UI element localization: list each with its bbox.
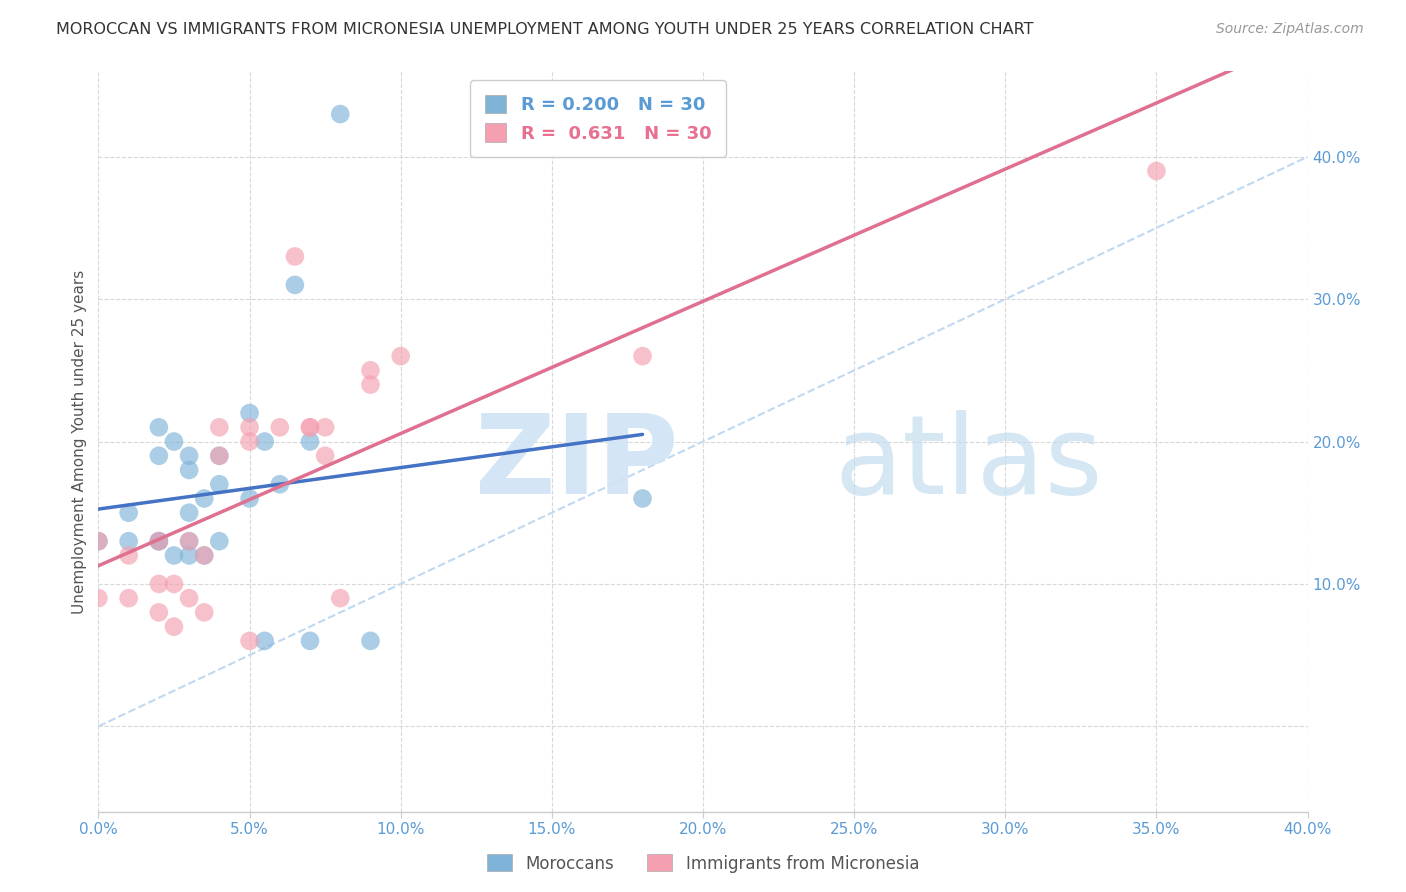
Point bbox=[148, 534, 170, 549]
Point bbox=[269, 420, 291, 434]
Point bbox=[239, 406, 262, 420]
Point bbox=[163, 434, 186, 449]
Point bbox=[631, 349, 654, 363]
Point bbox=[163, 549, 186, 563]
Point bbox=[1144, 164, 1167, 178]
Point bbox=[269, 477, 291, 491]
Point bbox=[179, 591, 201, 606]
Point bbox=[329, 107, 352, 121]
Point bbox=[179, 534, 201, 549]
Point bbox=[118, 549, 141, 563]
Point bbox=[299, 420, 322, 434]
Point bbox=[87, 534, 110, 549]
Point bbox=[179, 534, 201, 549]
Point bbox=[208, 534, 231, 549]
Point bbox=[193, 549, 215, 563]
Point bbox=[389, 349, 412, 363]
Point bbox=[314, 449, 336, 463]
Point bbox=[163, 619, 186, 633]
Point bbox=[208, 449, 231, 463]
Point bbox=[360, 363, 382, 377]
Point bbox=[239, 491, 262, 506]
Point bbox=[148, 449, 170, 463]
Point bbox=[179, 549, 201, 563]
Point bbox=[239, 434, 262, 449]
Point bbox=[253, 633, 276, 648]
Point bbox=[360, 377, 382, 392]
Point bbox=[193, 549, 215, 563]
Point bbox=[253, 434, 276, 449]
Point bbox=[87, 591, 110, 606]
Point bbox=[148, 534, 170, 549]
Point bbox=[360, 633, 382, 648]
Point bbox=[208, 449, 231, 463]
Point bbox=[118, 534, 141, 549]
Point bbox=[163, 577, 186, 591]
Point bbox=[193, 606, 215, 620]
Text: ZIP: ZIP bbox=[475, 410, 679, 517]
Point bbox=[284, 250, 307, 264]
Point bbox=[179, 449, 201, 463]
Point bbox=[87, 534, 110, 549]
Point bbox=[193, 491, 215, 506]
Point bbox=[314, 420, 336, 434]
Point bbox=[179, 463, 201, 477]
Point bbox=[239, 420, 262, 434]
Point bbox=[208, 420, 231, 434]
Point bbox=[148, 606, 170, 620]
Point bbox=[239, 633, 262, 648]
Point bbox=[299, 633, 322, 648]
Point bbox=[148, 420, 170, 434]
Point bbox=[118, 591, 141, 606]
Y-axis label: Unemployment Among Youth under 25 years: Unemployment Among Youth under 25 years bbox=[72, 269, 87, 614]
Point bbox=[284, 277, 307, 292]
Point bbox=[208, 477, 231, 491]
Legend: Moroccans, Immigrants from Micronesia: Moroccans, Immigrants from Micronesia bbox=[481, 847, 925, 880]
Point bbox=[148, 534, 170, 549]
Point bbox=[329, 591, 352, 606]
Legend: R = 0.200   N = 30, R =  0.631   N = 30: R = 0.200 N = 30, R = 0.631 N = 30 bbox=[470, 80, 725, 157]
Point bbox=[299, 420, 322, 434]
Point bbox=[148, 577, 170, 591]
Text: Source: ZipAtlas.com: Source: ZipAtlas.com bbox=[1216, 22, 1364, 37]
Text: atlas: atlas bbox=[835, 410, 1104, 517]
Text: MOROCCAN VS IMMIGRANTS FROM MICRONESIA UNEMPLOYMENT AMONG YOUTH UNDER 25 YEARS C: MOROCCAN VS IMMIGRANTS FROM MICRONESIA U… bbox=[56, 22, 1033, 37]
Point bbox=[118, 506, 141, 520]
Point bbox=[179, 506, 201, 520]
Point bbox=[631, 491, 654, 506]
Point bbox=[299, 434, 322, 449]
